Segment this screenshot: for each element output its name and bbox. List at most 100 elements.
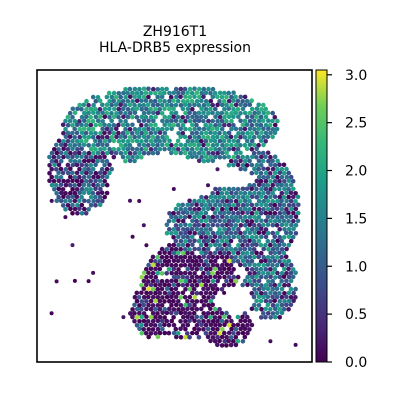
data-point — [199, 106, 204, 111]
data-point — [274, 222, 280, 228]
data-point — [164, 254, 169, 260]
data-point — [254, 298, 259, 304]
data-point — [173, 230, 179, 236]
data-point — [254, 178, 260, 184]
data-point — [107, 99, 112, 104]
data-point — [155, 135, 160, 140]
data-point — [210, 278, 216, 284]
data-point — [182, 254, 188, 260]
data-point — [212, 274, 218, 280]
data-point — [277, 186, 282, 192]
data-point — [157, 146, 163, 152]
data-point — [261, 246, 267, 252]
data-point — [171, 218, 177, 224]
data-point — [141, 270, 147, 276]
data-point — [242, 230, 248, 236]
data-point — [74, 130, 80, 136]
data-point — [201, 311, 206, 316]
data-point — [143, 90, 149, 96]
data-point — [219, 254, 225, 260]
data-point — [238, 158, 243, 164]
data-point — [125, 154, 131, 160]
data-point — [181, 234, 186, 240]
data-point — [245, 314, 250, 320]
data-point — [150, 318, 156, 324]
data-point — [220, 327, 225, 332]
data-point — [190, 106, 195, 112]
data-point — [284, 262, 289, 268]
colorbar-tick-label: 2.5 — [345, 116, 367, 132]
data-point — [228, 158, 234, 164]
data-point — [157, 90, 163, 96]
data-point — [194, 154, 199, 160]
data-point — [288, 174, 294, 180]
data-point — [104, 190, 110, 196]
data-point — [282, 266, 287, 272]
data-point — [84, 178, 89, 184]
data-point — [288, 286, 294, 292]
data-point — [98, 114, 103, 119]
data-point — [215, 118, 220, 124]
data-point — [263, 194, 269, 200]
data-point — [102, 114, 108, 120]
data-point — [261, 206, 266, 212]
data-point — [98, 147, 103, 152]
data-point — [254, 194, 260, 200]
data-point — [203, 114, 209, 120]
data-point — [212, 250, 218, 256]
data-point — [210, 222, 216, 228]
data-point — [171, 227, 177, 232]
data-point — [150, 327, 156, 332]
data-point — [47, 154, 52, 160]
data-point — [265, 198, 271, 204]
data-point — [245, 227, 250, 232]
data-point — [153, 266, 158, 272]
data-point — [93, 178, 98, 184]
data-point — [194, 210, 200, 216]
data-point — [187, 150, 193, 156]
data-point — [275, 166, 280, 172]
data-point — [219, 102, 225, 108]
data-point — [56, 154, 61, 160]
data-point — [203, 154, 209, 160]
data-point — [238, 214, 243, 220]
data-point — [240, 122, 246, 128]
data-point — [141, 311, 147, 316]
data-point — [254, 234, 259, 240]
data-point — [293, 286, 298, 292]
data-point — [155, 326, 161, 332]
data-point — [272, 130, 278, 136]
data-point — [203, 202, 209, 208]
data-point — [169, 214, 174, 220]
data-point — [240, 251, 246, 256]
data-point — [266, 158, 271, 164]
data-point — [272, 282, 278, 288]
data-point — [104, 174, 110, 180]
data-point — [245, 330, 250, 336]
data-point — [185, 106, 191, 112]
data-point — [74, 154, 80, 159]
data-point — [291, 202, 296, 208]
data-point — [249, 138, 255, 144]
data-point — [268, 242, 273, 248]
data-point — [164, 118, 170, 124]
data-point — [220, 199, 225, 204]
data-point — [201, 198, 206, 204]
data-point — [141, 286, 147, 292]
data-point — [65, 194, 71, 200]
data-point — [157, 266, 163, 272]
data-point — [180, 306, 186, 312]
data-point — [222, 338, 227, 344]
data-point — [136, 294, 142, 300]
data-point — [221, 138, 227, 144]
data-point — [281, 250, 287, 256]
data-point — [190, 114, 195, 120]
data-point — [173, 262, 179, 268]
data-point — [222, 122, 227, 128]
data-point — [116, 147, 121, 152]
data-point — [201, 270, 206, 276]
data-point — [166, 291, 172, 296]
data-point — [198, 138, 204, 144]
data-point — [143, 147, 149, 152]
data-point — [54, 279, 59, 284]
